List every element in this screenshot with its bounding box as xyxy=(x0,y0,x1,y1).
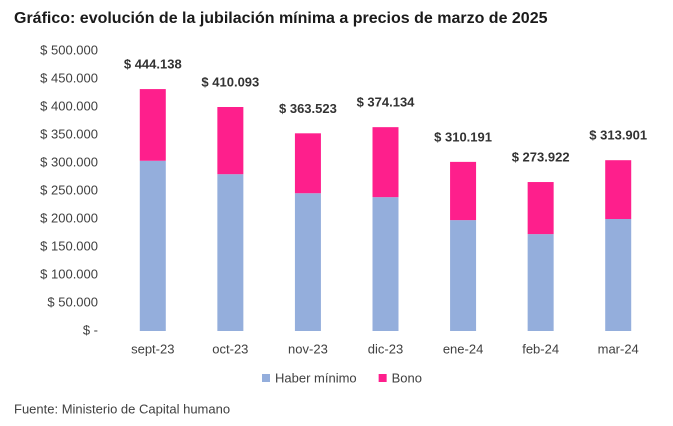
total-label: $ 363.523 xyxy=(279,101,337,116)
total-label: $ 374.134 xyxy=(357,95,416,110)
bar-segment xyxy=(605,160,632,219)
bar-segment xyxy=(450,220,477,331)
y-tick-label: $ 350.000 xyxy=(40,126,98,141)
y-tick-label: $ 100.000 xyxy=(40,266,98,281)
bar-segment xyxy=(139,89,166,161)
y-tick-label: $ 50.000 xyxy=(47,294,98,309)
bar-segment xyxy=(139,160,166,331)
bar-segment xyxy=(372,127,399,198)
x-tick-label: oct-23 xyxy=(212,341,248,356)
y-tick-label: $ 150.000 xyxy=(40,238,98,253)
source: Fuente: Ministerio de Capital humano xyxy=(14,401,230,416)
y-tick-label: $ 400.000 xyxy=(40,98,98,113)
total-label: $ 273.922 xyxy=(512,149,570,164)
y-tick-label: $ 500.000 xyxy=(40,42,98,57)
legend-label: Bono xyxy=(392,370,422,385)
bar-segment xyxy=(294,133,321,194)
bar-segment xyxy=(372,197,399,331)
legend-swatch xyxy=(378,374,387,382)
legend-label: Haber mínimo xyxy=(275,370,357,385)
y-tick-label: $ 450.000 xyxy=(40,70,98,85)
legend-swatch xyxy=(262,374,270,382)
x-tick-label: sept-23 xyxy=(131,341,174,356)
x-tick-label: feb-24 xyxy=(522,341,559,356)
total-label: $ 313.901 xyxy=(589,128,647,143)
total-label: $ 444.138 xyxy=(124,57,182,72)
chart-title: Gráfico: evolución de la jubilación míni… xyxy=(14,10,548,27)
y-tick-label: $ 200.000 xyxy=(40,210,98,225)
x-tick-label: mar-24 xyxy=(598,341,639,356)
bar-segment xyxy=(217,107,244,175)
bar-segment xyxy=(527,234,554,331)
y-tick-label: $ 300.000 xyxy=(40,154,98,169)
bar-segment xyxy=(450,161,477,221)
bar-segment xyxy=(527,182,554,235)
total-label: $ 310.191 xyxy=(434,129,492,144)
x-tick-label: dic-23 xyxy=(368,341,403,356)
bar-segment xyxy=(605,219,632,331)
total-label: $ 410.093 xyxy=(201,74,259,89)
y-tick-label: $ - xyxy=(83,322,98,337)
y-tick-label: $ 250.000 xyxy=(40,182,98,197)
bar-segment xyxy=(294,193,321,331)
bar-segment xyxy=(217,174,244,331)
x-tick-label: ene-24 xyxy=(443,341,483,356)
x-tick-label: nov-23 xyxy=(288,341,328,356)
